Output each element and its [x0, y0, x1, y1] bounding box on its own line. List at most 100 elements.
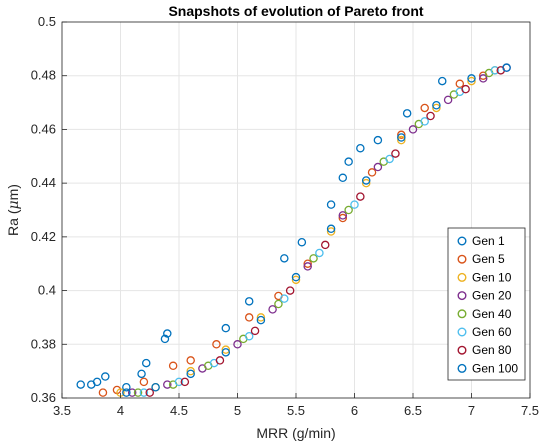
data-point [338, 173, 348, 183]
data-point [122, 383, 131, 392]
data-point [373, 135, 383, 145]
data-point [356, 143, 365, 153]
data-point [303, 262, 312, 271]
data-point [268, 305, 277, 314]
data-point [291, 275, 301, 285]
data-point [221, 345, 231, 354]
data-point [326, 227, 336, 236]
data-point [397, 130, 406, 140]
data-point [361, 176, 371, 185]
data-point [408, 125, 418, 134]
legend-label: Gen 5 [472, 252, 505, 266]
x-tick-label: 7 [468, 403, 475, 418]
data-point [98, 388, 108, 397]
data-point [233, 340, 242, 349]
data-point [426, 111, 435, 121]
data-point [309, 254, 318, 263]
y-tick-label: 0.36 [31, 390, 56, 405]
legend-label: Gen 80 [472, 343, 512, 357]
series-gen-80 [145, 66, 505, 397]
data-point [467, 76, 476, 86]
y-axis-title-suffix: m) [5, 184, 21, 200]
data-point [145, 388, 154, 397]
data-point [455, 79, 465, 89]
y-tick-label: 0.5 [38, 14, 56, 29]
data-point [250, 326, 260, 336]
data-point [163, 380, 172, 389]
data-point [437, 76, 447, 86]
x-tick-label: 6 [351, 403, 358, 418]
data-point [180, 377, 190, 387]
data-point [101, 372, 110, 381]
data-point [221, 348, 231, 357]
data-point [432, 103, 441, 113]
data-point [397, 135, 406, 145]
data-point [320, 240, 330, 250]
legend-marker [457, 272, 467, 282]
legend-label: Gen 60 [472, 325, 512, 339]
legend-label: Gen 40 [472, 307, 512, 321]
legend-label: Gen 1 [472, 234, 505, 248]
x-tick-label: 4 [117, 403, 124, 418]
data-point [92, 377, 102, 387]
data-point [137, 369, 146, 379]
data-point [467, 74, 476, 83]
data-point [244, 313, 254, 322]
data-point [338, 213, 348, 223]
data-point [385, 154, 394, 164]
x-axis-title: MRR (g/min) [256, 425, 335, 441]
y-axis-title: Ra (μm) [5, 184, 22, 236]
y-tick-label: 0.44 [31, 175, 56, 190]
data-point [315, 248, 324, 258]
legend-marker [457, 309, 467, 319]
data-point [168, 361, 178, 371]
data-point [174, 377, 184, 387]
data-point [215, 356, 225, 365]
x-axis-ticks: 3.5 4 4.5 5 5.5 6 6.5 7 7.5 [53, 393, 539, 418]
data-point [367, 168, 377, 177]
data-point [490, 66, 500, 75]
data-point [274, 299, 283, 309]
legend-marker [457, 254, 467, 264]
legend-marker [457, 327, 467, 337]
data-point [303, 259, 312, 268]
data-point [326, 200, 336, 209]
data-point [186, 356, 195, 365]
x-tick-label: 5.5 [287, 403, 305, 418]
data-point [443, 95, 453, 105]
data-point [186, 366, 195, 376]
data-point [256, 315, 266, 325]
legend-label: Gen 10 [472, 270, 512, 284]
data-point [160, 334, 170, 344]
legend-marker [457, 291, 467, 301]
data-point [285, 286, 295, 295]
data-point [356, 192, 365, 201]
y-axis-title-prefix: Ra ( [5, 209, 21, 236]
data-point [139, 377, 149, 387]
data-point [212, 340, 221, 349]
y-tick-label: 0.42 [31, 229, 56, 244]
series-gen-40 [133, 68, 494, 397]
data-points [76, 63, 511, 397]
data-point [373, 162, 383, 172]
x-tick-label: 4.5 [170, 403, 188, 418]
y-tick-label: 0.46 [31, 121, 56, 136]
legend: Gen 1 Gen 5 Gen 10 Gen 20 Gen 40 Gen 60 Gen 80… [447, 227, 526, 381]
y-axis-ticks: 0.36 0.38 0.4 0.42 0.44 0.46 0.48 0.5 [31, 14, 67, 405]
series-gen-100 [122, 63, 511, 397]
data-point [338, 211, 348, 220]
x-tick-label: 6.5 [404, 403, 422, 418]
legend-marker [457, 345, 467, 355]
series-gen-5 [98, 71, 488, 397]
data-point [391, 149, 400, 158]
legend-label: Gen 20 [472, 289, 512, 303]
data-point [151, 383, 160, 392]
data-point [291, 272, 301, 282]
x-tick-label: 3.5 [53, 403, 71, 418]
data-point [186, 369, 195, 379]
data-point [127, 388, 137, 397]
data-point [344, 205, 353, 215]
data-point [397, 133, 406, 142]
